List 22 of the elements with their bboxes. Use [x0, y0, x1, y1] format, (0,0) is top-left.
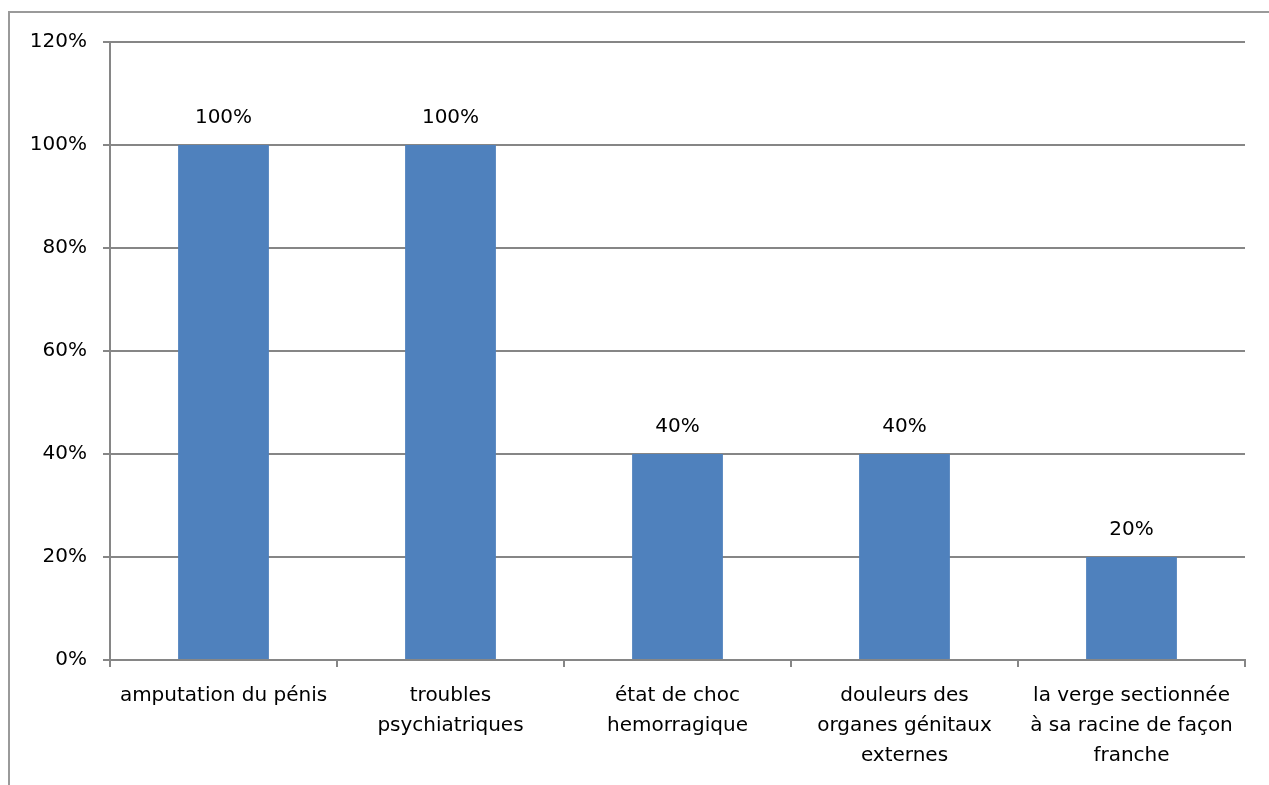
- x-tick-label: douleurs des organes génitaux externes: [817, 682, 992, 767]
- data-label: 100%: [194, 104, 253, 129]
- data-label: 40%: [882, 413, 927, 438]
- data-label: 20%: [1109, 516, 1154, 541]
- x-tick-label: état de choc hemorragique: [607, 682, 748, 737]
- y-tick-label: 40%: [42, 440, 87, 465]
- data-label: 100%: [421, 104, 480, 129]
- bar: [632, 454, 723, 659]
- bar: [859, 454, 950, 659]
- data-label: 40%: [655, 413, 700, 438]
- bar: [405, 145, 496, 659]
- y-tick-label: 60%: [42, 337, 87, 362]
- bar: [178, 145, 269, 659]
- x-tick-label: amputation du pénis: [119, 682, 328, 707]
- y-tick-label: 80%: [42, 234, 87, 259]
- y-tick-label: 20%: [42, 543, 87, 568]
- bar: [1086, 557, 1177, 659]
- x-tick-label: la verge sectionnée à sa racine de façon franche: [1030, 682, 1233, 767]
- y-tick-label: 100%: [29, 131, 87, 156]
- y-tick-label: 120%: [29, 28, 87, 53]
- y-tick-label: 0%: [55, 646, 87, 671]
- x-tick-label: troubles psychiatriques: [377, 682, 524, 737]
